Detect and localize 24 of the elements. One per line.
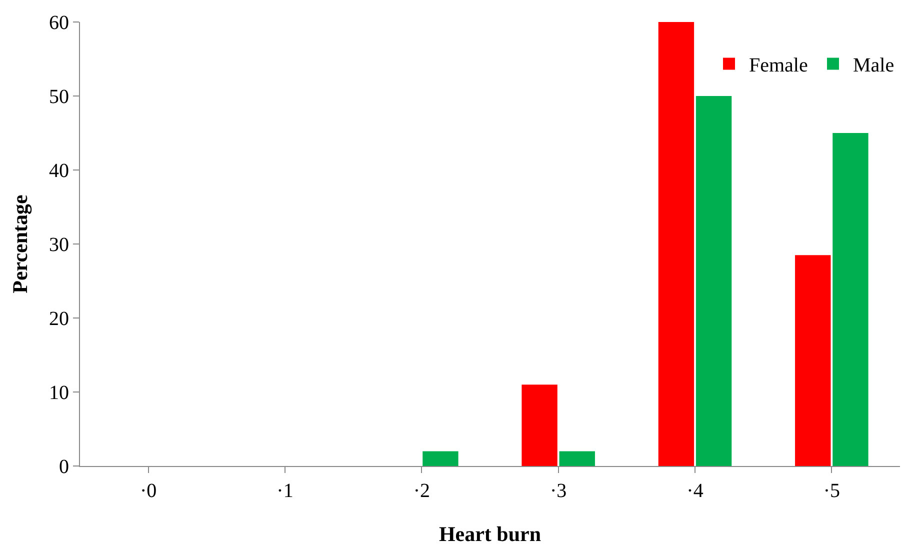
bar [522, 384, 558, 466]
bar [832, 133, 868, 466]
y-tick-label: 0 [59, 456, 69, 478]
x-tick-label: ·1 [276, 480, 294, 502]
y-axis-title: Percentage [8, 194, 32, 294]
x-tick-label: ·2 [413, 480, 430, 502]
legend-label: Female [749, 54, 808, 76]
x-tick-label: ·5 [823, 480, 840, 502]
x-tick-label: ·4 [686, 480, 704, 502]
y-tick-label: 40 [49, 160, 69, 182]
y-tick-label: 10 [49, 382, 69, 404]
y-tick-label: 30 [49, 234, 69, 256]
y-tick-label: 20 [49, 308, 69, 330]
x-tick-label: ·0 [140, 480, 157, 502]
bar [795, 255, 831, 466]
x-axis-title: Heart burn [438, 522, 542, 546]
y-tick-label: 50 [49, 86, 69, 108]
x-tick-label: ·3 [550, 480, 567, 502]
bar [559, 451, 595, 466]
bar [696, 96, 732, 466]
bar [658, 22, 694, 466]
legend-label: Male [852, 54, 894, 76]
y-tick-label: 60 [49, 12, 69, 34]
bar [422, 451, 458, 466]
